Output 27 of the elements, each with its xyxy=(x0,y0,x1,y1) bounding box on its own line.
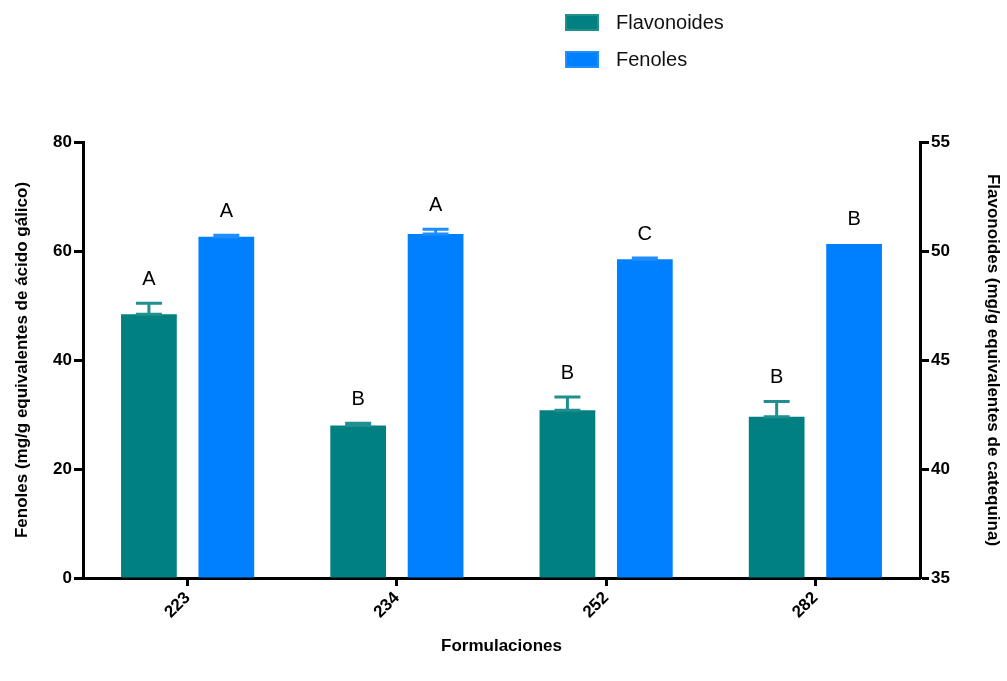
y2-tick-label: 55 xyxy=(931,131,950,151)
data-label: B xyxy=(769,364,784,387)
y-tick-label: 60 xyxy=(53,240,72,260)
x-tick-label: 234 xyxy=(369,587,404,622)
y2-axis-title: Flavonoides (mg/g equivalentes de catequina) xyxy=(984,173,1004,547)
y-tick-label: 40 xyxy=(53,349,72,369)
data-label: A xyxy=(219,198,234,221)
y-tick-label: 80 xyxy=(53,131,72,151)
y2-tick-label: 35 xyxy=(931,567,950,587)
data-label: B xyxy=(351,386,365,409)
y2-tick-label: 40 xyxy=(931,458,950,478)
data-label: B xyxy=(847,207,861,230)
y-tick-label: 0 xyxy=(62,567,72,587)
y-axis-title: Fenoles (mg/g equivalentes de ácido gálico) xyxy=(11,181,31,539)
x-axis-title: Formulaciones xyxy=(441,636,562,656)
data-label: B xyxy=(560,360,575,383)
y2-tick-label: 45 xyxy=(931,349,950,369)
y2-tick-label: 50 xyxy=(931,240,950,260)
x-tick-label: 282 xyxy=(788,587,822,622)
legend-label: Flavonoides xyxy=(616,11,724,34)
legend-label: Fenoles xyxy=(616,48,688,71)
data-label: C xyxy=(637,221,653,244)
x-tick-label: 223 xyxy=(160,587,194,622)
data-label: A xyxy=(142,266,157,289)
x-tick-label: 252 xyxy=(578,587,613,622)
y-tick-label: 20 xyxy=(53,458,72,478)
data-label: A xyxy=(428,192,443,215)
